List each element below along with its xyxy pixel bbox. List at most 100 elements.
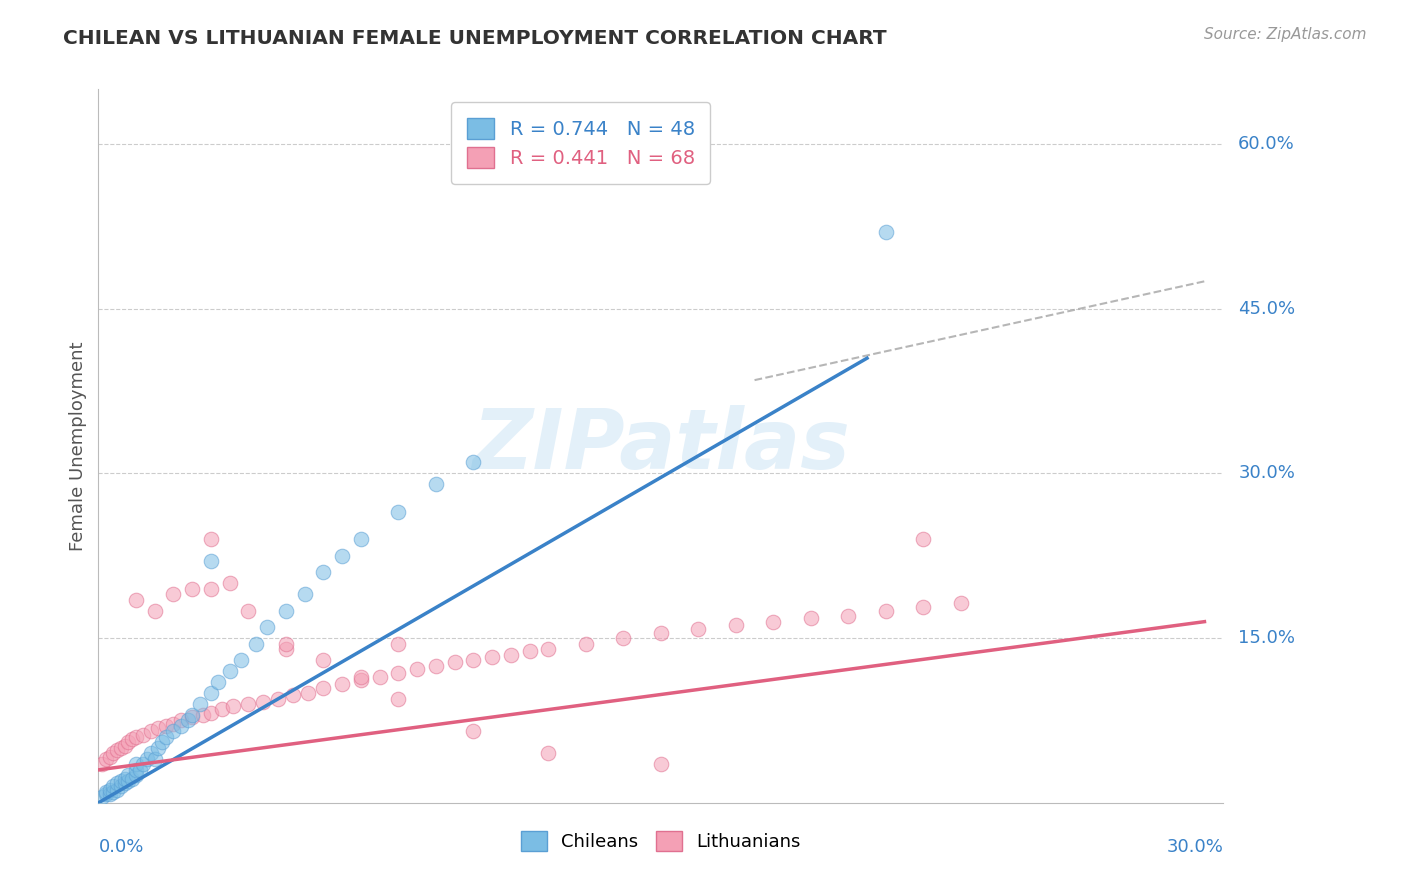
Point bbox=[481, 649, 503, 664]
Point bbox=[110, 780, 132, 794]
Point bbox=[91, 790, 114, 805]
Point bbox=[724, 618, 747, 632]
Point bbox=[162, 587, 184, 601]
Point bbox=[688, 623, 710, 637]
Point bbox=[125, 768, 148, 782]
Text: 15.0%: 15.0% bbox=[1239, 629, 1295, 647]
Point bbox=[125, 763, 148, 777]
Point bbox=[330, 549, 353, 563]
Point bbox=[170, 719, 193, 733]
Point bbox=[875, 604, 897, 618]
Point bbox=[98, 749, 121, 764]
Point bbox=[274, 604, 297, 618]
Point bbox=[650, 757, 672, 772]
Text: CHILEAN VS LITHUANIAN FEMALE UNEMPLOYMENT CORRELATION CHART: CHILEAN VS LITHUANIAN FEMALE UNEMPLOYMEN… bbox=[63, 29, 887, 47]
Point bbox=[155, 719, 177, 733]
Point bbox=[94, 787, 117, 801]
Point bbox=[139, 724, 162, 739]
Point bbox=[499, 648, 522, 662]
Point bbox=[150, 735, 173, 749]
Point bbox=[238, 604, 260, 618]
Point bbox=[114, 776, 136, 790]
Point bbox=[117, 773, 139, 788]
Point bbox=[103, 780, 125, 794]
Text: 0.0%: 0.0% bbox=[98, 838, 143, 856]
Point bbox=[463, 724, 485, 739]
Point bbox=[238, 697, 260, 711]
Point bbox=[110, 740, 132, 755]
Point bbox=[443, 655, 465, 669]
Point bbox=[181, 710, 204, 724]
Point bbox=[105, 743, 128, 757]
Point bbox=[94, 752, 117, 766]
Point bbox=[297, 686, 319, 700]
Point bbox=[200, 706, 222, 720]
Point bbox=[155, 730, 177, 744]
Point bbox=[105, 776, 128, 790]
Point bbox=[800, 611, 823, 625]
Point bbox=[350, 673, 373, 687]
Text: ZIPatlas: ZIPatlas bbox=[472, 406, 849, 486]
Point bbox=[188, 697, 211, 711]
Point bbox=[94, 785, 117, 799]
Point bbox=[103, 785, 125, 799]
Point bbox=[875, 225, 897, 239]
Point bbox=[211, 702, 233, 716]
Point bbox=[117, 735, 139, 749]
Point bbox=[125, 592, 148, 607]
Point bbox=[650, 625, 672, 640]
Point bbox=[200, 533, 222, 547]
Point bbox=[98, 782, 121, 797]
Point bbox=[387, 637, 409, 651]
Point bbox=[125, 730, 148, 744]
Point bbox=[387, 666, 409, 681]
Point bbox=[105, 782, 128, 797]
Point bbox=[762, 615, 785, 629]
Point bbox=[267, 691, 290, 706]
Point bbox=[406, 662, 429, 676]
Point bbox=[387, 691, 409, 706]
Point bbox=[575, 637, 598, 651]
Point bbox=[222, 699, 245, 714]
Text: 30.0%: 30.0% bbox=[1167, 838, 1223, 856]
Point bbox=[207, 675, 229, 690]
Point bbox=[537, 747, 560, 761]
Point bbox=[612, 631, 634, 645]
Point bbox=[425, 658, 447, 673]
Point bbox=[229, 653, 252, 667]
Point bbox=[218, 576, 240, 591]
Point bbox=[121, 772, 143, 786]
Point bbox=[136, 752, 159, 766]
Point bbox=[912, 533, 935, 547]
Point bbox=[312, 566, 335, 580]
Point bbox=[949, 596, 972, 610]
Point bbox=[132, 728, 155, 742]
Point bbox=[139, 747, 162, 761]
Point bbox=[114, 739, 136, 753]
Point bbox=[200, 582, 222, 596]
Point bbox=[350, 669, 373, 683]
Point bbox=[330, 677, 353, 691]
Point bbox=[200, 686, 222, 700]
Point bbox=[193, 708, 215, 723]
Point bbox=[274, 637, 297, 651]
Point bbox=[125, 757, 148, 772]
Point bbox=[537, 642, 560, 657]
Point bbox=[200, 554, 222, 568]
Y-axis label: Female Unemployment: Female Unemployment bbox=[69, 342, 87, 550]
Point bbox=[252, 695, 274, 709]
Text: 30.0%: 30.0% bbox=[1239, 465, 1295, 483]
Point bbox=[110, 773, 132, 788]
Legend: Chileans, Lithuanians: Chileans, Lithuanians bbox=[515, 823, 807, 858]
Point bbox=[181, 582, 204, 596]
Point bbox=[143, 604, 166, 618]
Text: 45.0%: 45.0% bbox=[1239, 300, 1295, 318]
Point bbox=[350, 533, 373, 547]
Text: Source: ZipAtlas.com: Source: ZipAtlas.com bbox=[1204, 27, 1367, 42]
Point bbox=[245, 637, 267, 651]
Point bbox=[128, 763, 150, 777]
Point bbox=[132, 757, 155, 772]
Point bbox=[181, 708, 204, 723]
Point bbox=[162, 724, 184, 739]
Point bbox=[312, 681, 335, 695]
